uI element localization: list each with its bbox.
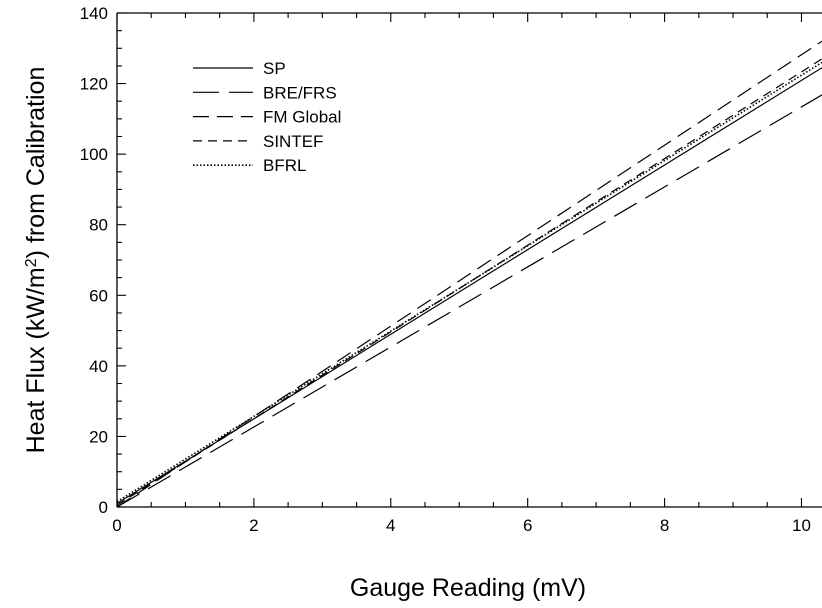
x-tick-label: 0 bbox=[112, 516, 121, 535]
y-axis: 0 20 40 60 80 100 120 140 bbox=[80, 4, 126, 517]
x-tick-label: 8 bbox=[660, 516, 669, 535]
y-tick-label: 60 bbox=[89, 286, 108, 305]
legend-label: BRE/FRS bbox=[263, 83, 337, 102]
legend-label: SP bbox=[263, 59, 286, 78]
y-tick-label: 20 bbox=[89, 427, 108, 446]
x-tick-label: 2 bbox=[249, 516, 258, 535]
x-tick-label: 10 bbox=[792, 516, 811, 535]
legend-label: SINTEF bbox=[263, 132, 323, 151]
series-layer bbox=[116, 40, 822, 508]
y-tick-label: 0 bbox=[99, 498, 108, 517]
y-tick-label: 40 bbox=[89, 357, 108, 376]
series-line-bre-frs bbox=[116, 94, 822, 508]
y-axis-title: Heat Flux (kW/m2) from Calibration bbox=[22, 67, 50, 454]
legend-label: BFRL bbox=[263, 156, 306, 175]
y-tick-label: 140 bbox=[80, 4, 108, 23]
series-line-sintef bbox=[116, 58, 822, 506]
x-tick-label: 4 bbox=[386, 516, 395, 535]
series-line-fm-global bbox=[116, 40, 822, 508]
y-tick-label: 120 bbox=[80, 75, 108, 94]
x-axis-title: Gauge Reading (mV) bbox=[350, 574, 586, 602]
legend: SP BRE/FRS FM Global SINTEF BFRL bbox=[193, 59, 341, 175]
plot-area bbox=[116, 12, 822, 508]
x-tick-label: 6 bbox=[523, 516, 532, 535]
x-axis: 0 2 4 6 8 10 bbox=[112, 13, 811, 535]
legend-label: FM Global bbox=[263, 108, 341, 127]
series-line-bfrl bbox=[116, 61, 822, 503]
y-tick-label: 100 bbox=[80, 145, 108, 164]
y-tick-label: 80 bbox=[89, 216, 108, 235]
